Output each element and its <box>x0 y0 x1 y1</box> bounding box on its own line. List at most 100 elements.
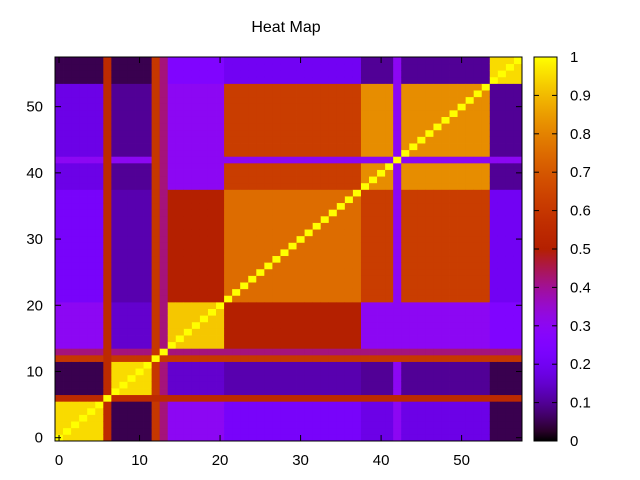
heatmap-cell <box>481 182 491 190</box>
heatmap-cell <box>489 189 499 197</box>
heatmap-cell <box>457 235 467 243</box>
heatmap-cell <box>183 434 193 442</box>
heatmap-cell <box>167 401 177 409</box>
heatmap-cell <box>312 116 322 124</box>
heatmap-cell <box>449 368 458 376</box>
heatmap-cell <box>473 421 483 429</box>
heatmap-cells <box>55 57 523 442</box>
heatmap-cell <box>87 268 96 276</box>
heatmap-cell <box>296 123 305 131</box>
heatmap-cell <box>489 116 499 124</box>
heatmap-cell <box>183 149 193 157</box>
heatmap-cell <box>336 209 346 217</box>
colorbar-tick-label: 0.2 <box>570 356 591 373</box>
heatmap-cell <box>481 301 491 309</box>
heatmap-cell <box>103 374 112 382</box>
heatmap-cell <box>489 401 499 409</box>
heatmap-cell <box>103 328 112 336</box>
heatmap-cell <box>433 149 442 157</box>
heatmap-cell <box>352 169 362 177</box>
heatmap-cell <box>433 255 442 263</box>
heatmap-cell <box>256 215 265 223</box>
heatmap-cell <box>183 414 193 422</box>
heatmap-cell <box>385 434 394 442</box>
heatmap-cell <box>449 315 458 323</box>
heatmap-cell <box>369 427 378 435</box>
heatmap-cell <box>272 288 281 296</box>
heatmap-cell <box>248 129 257 137</box>
heatmap-cell <box>304 96 314 104</box>
heatmap-cell <box>207 96 217 104</box>
heatmap-cell <box>425 414 434 422</box>
heatmap-cell <box>71 129 80 137</box>
heatmap-cell <box>489 255 499 263</box>
heatmap-cell <box>63 249 72 257</box>
heatmap-cell <box>240 109 249 117</box>
heatmap-cell <box>232 242 241 250</box>
heatmap-cell <box>489 421 499 429</box>
heatmap-cell <box>457 169 467 177</box>
heatmap-cell <box>272 427 281 435</box>
heatmap-cell <box>240 421 249 429</box>
heatmap-cell <box>71 202 80 210</box>
heatmap-cell <box>159 282 169 290</box>
heatmap-cell <box>433 401 442 409</box>
heatmap-cell <box>216 321 225 329</box>
heatmap-cell <box>417 129 426 137</box>
heatmap-cell <box>449 374 458 382</box>
heatmap-cell <box>481 407 491 415</box>
heatmap-cell <box>377 427 386 435</box>
heatmap-cell <box>433 116 442 124</box>
heatmap-cell <box>312 368 322 376</box>
heatmap-cell <box>135 215 144 223</box>
heatmap-cell <box>159 315 169 323</box>
heatmap-cell <box>401 288 410 296</box>
x-tick-label: 40 <box>373 452 390 469</box>
heatmap-cell <box>505 335 515 343</box>
colorbar-tick-label: 0.8 <box>570 126 591 143</box>
heatmap-cell <box>401 414 410 422</box>
heatmap-cell <box>296 288 305 296</box>
heatmap-cell <box>513 83 523 91</box>
heatmap-cell <box>497 255 507 263</box>
heatmap-cell <box>248 116 257 124</box>
heatmap-cell <box>256 401 265 409</box>
heatmap-cell <box>151 407 161 415</box>
heatmap-cell <box>465 255 475 263</box>
heatmap-cell <box>167 129 177 137</box>
heatmap-cell <box>465 341 475 349</box>
heatmap-cell <box>280 103 289 111</box>
heatmap-cell <box>401 368 410 376</box>
heatmap-cell <box>103 368 112 376</box>
heatmap-cell <box>513 202 523 210</box>
heatmap-cell <box>151 374 161 382</box>
heatmap-cell <box>425 308 434 316</box>
heatmap-cell <box>457 103 467 111</box>
heatmap-cell <box>135 235 144 243</box>
heatmap-cell <box>352 401 362 409</box>
heatmap-cell <box>449 103 458 111</box>
heatmap-cell <box>167 109 177 117</box>
heatmap-cell <box>393 354 402 362</box>
heatmap-cell <box>336 103 346 111</box>
heatmap-cell <box>280 394 289 402</box>
heatmap-cell <box>264 394 273 402</box>
y-tick-label: 30 <box>26 231 43 248</box>
heatmap-cell <box>513 222 523 230</box>
heatmap-cell <box>240 162 249 170</box>
heatmap-cell <box>135 63 144 71</box>
heatmap-cell <box>425 189 434 197</box>
heatmap-cell <box>71 136 80 144</box>
heatmap-cell <box>385 156 394 164</box>
heatmap-cell <box>449 414 458 422</box>
heatmap-cell <box>87 109 96 117</box>
heatmap-cell <box>417 162 426 170</box>
heatmap-cell <box>159 109 169 117</box>
heatmap-cell <box>360 434 370 442</box>
heatmap-cell <box>151 96 161 104</box>
heatmap-cell <box>240 129 249 137</box>
heatmap-cell <box>320 149 330 157</box>
heatmap-cell <box>409 123 418 131</box>
heatmap-cell <box>465 129 475 137</box>
heatmap-cell <box>55 401 64 409</box>
